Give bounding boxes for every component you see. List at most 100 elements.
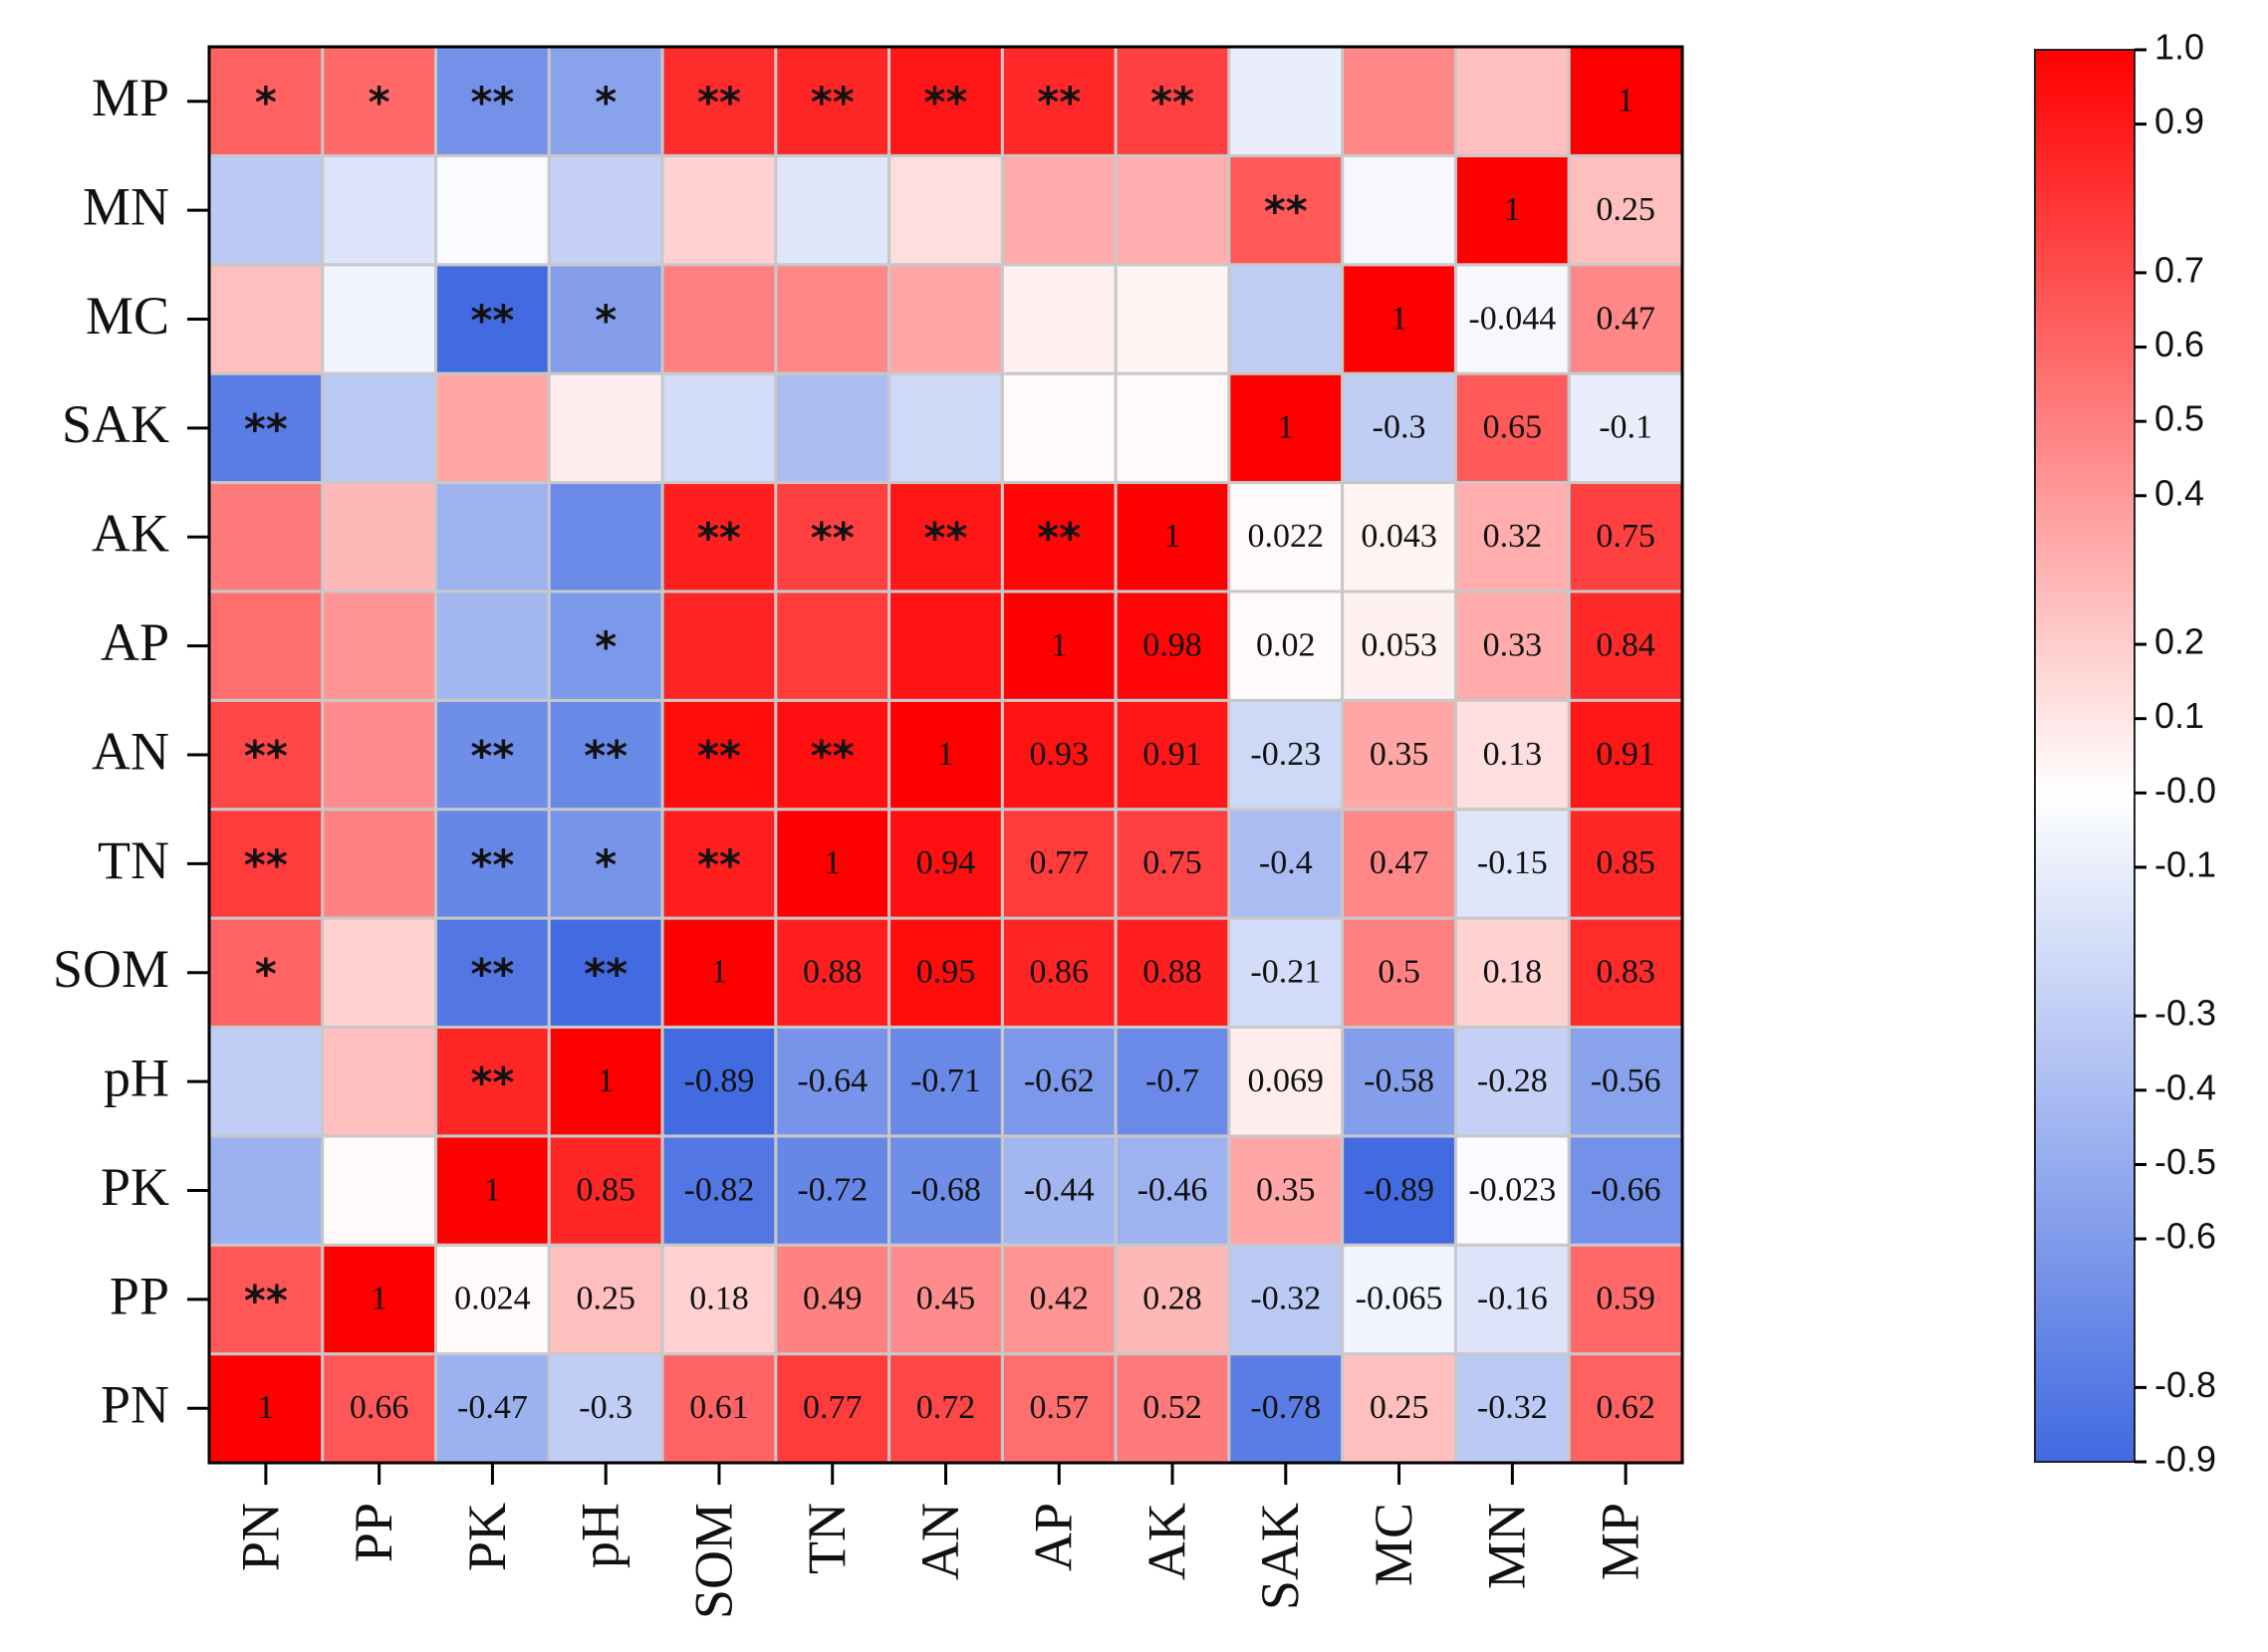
heatmap-cell-SOM-MN: [1453, 916, 1571, 1029]
heatmap-cell-SOM-SAK: [1227, 916, 1345, 1029]
cell-label-PN-AP: 0.57: [1030, 1389, 1090, 1426]
cell-label-PP-AK: 0.28: [1142, 1281, 1202, 1317]
heatmap-cell-AK-PN: [207, 481, 325, 593]
cell-label-PP-MP: 0.59: [1596, 1281, 1655, 1317]
heatmap-cell-AN-MP: [1567, 698, 1684, 812]
cell-label-PN-AK: 0.52: [1142, 1389, 1202, 1426]
heatmap-cell-PK-MN: [1453, 1134, 1571, 1247]
x-tick-label-TN: TN: [797, 1503, 857, 1574]
colorbar-tick-label: 0.6: [2154, 324, 2204, 364]
colorbar-tick-label: 1.0: [2154, 27, 2204, 68]
colorbar-tick-label: -0.1: [2154, 843, 2216, 884]
cell-label-AN-AN: 1: [937, 736, 954, 773]
y-tick-label-SAK: SAK: [62, 394, 169, 454]
cell-label-SOM-MP: 0.83: [1596, 954, 1655, 991]
cell-label-pH-SOM: -0.89: [684, 1062, 755, 1099]
heatmap-cell-SAK-MP: [1567, 371, 1684, 485]
cell-label-TN-PN: **: [244, 840, 288, 889]
y-tick-label-AP: AP: [101, 612, 169, 672]
heatmap-cell-PP-AN: [887, 1243, 1004, 1356]
cell-label-TN-AN: 0.94: [916, 844, 976, 881]
cell-label-SOM-MN: 0.18: [1483, 954, 1543, 991]
heatmap-cell-SOM-AN: [887, 916, 1004, 1029]
cell-label-AN-MP: 0.91: [1596, 736, 1655, 773]
cell-label-MP-PP: *: [369, 78, 390, 126]
heatmap-cell-SAK-AK: [1114, 371, 1231, 485]
cell-label-PP-SOM: 0.18: [689, 1281, 749, 1317]
heatmap-cell-SAK-pH: [547, 371, 664, 485]
heatmap-cell-PK-MC: [1341, 1134, 1457, 1247]
heatmap-cell-MC-SAK: [1227, 263, 1345, 375]
colorbar-tick-label: 0.4: [2154, 472, 2204, 513]
cell-label-PP-MC: -0.065: [1356, 1281, 1443, 1317]
heatmap-cell-TN-SAK: [1227, 808, 1345, 920]
cell-label-SOM-MC: 0.5: [1378, 954, 1420, 991]
cell-label-AN-SOM: **: [697, 732, 741, 781]
x-tick-label-AN: AN: [910, 1503, 970, 1580]
cell-label-PP-pH: 0.25: [576, 1281, 635, 1317]
heatmap-cell-MP-AP: [1000, 45, 1118, 157]
cell-label-pH-MC: -0.58: [1364, 1062, 1434, 1099]
heatmap-cell-PN-AP: [1000, 1352, 1118, 1465]
cell-label-PK-PK: 1: [484, 1171, 501, 1208]
heatmap-cell-AK-AP: [1000, 481, 1118, 593]
heatmap-cell-PP-SAK: [1227, 1243, 1345, 1356]
cell-label-SOM-pH: **: [584, 949, 628, 998]
cell-label-MC-MC: 1: [1390, 300, 1407, 337]
colorbar: 1.0 0.9 0.7 0.6 0.5 0.4 0.2 0.1 -0.0 -0.1 -0.3 -0.4…: [2034, 27, 2216, 1480]
heatmap-cell-MC-TN: [774, 263, 891, 375]
heatmap-cell-SOM-AP: [1000, 916, 1118, 1029]
heatmap-cell-TN-PK: [434, 808, 551, 920]
cell-label-SOM-TN: 0.88: [803, 954, 863, 991]
cell-label-SAK-MN: 0.65: [1483, 409, 1543, 446]
heatmap-cell-AN-PK: [434, 698, 551, 812]
y-tick-label-MN: MN: [83, 176, 169, 236]
x-tick-label-PN: PN: [230, 1503, 290, 1571]
heatmap-cell-TN-PP: [321, 808, 438, 920]
cell-label-PN-MP: 0.62: [1596, 1389, 1655, 1426]
cell-label-pH-AK: -0.7: [1145, 1062, 1199, 1099]
heatmap-cell-AK-TN: [774, 481, 891, 593]
heatmap-cell-pH-TN: [774, 1025, 891, 1138]
y-tick-label-AK: AK: [92, 504, 169, 564]
cell-label-pH-SAK: 0.069: [1248, 1062, 1325, 1099]
cell-label-PK-AK: -0.46: [1137, 1171, 1208, 1208]
heatmap-cell-AP-pH: [547, 590, 664, 702]
heatmap-cell-AP-TN: [774, 590, 891, 702]
cell-label-MP-MP: 1: [1618, 82, 1635, 118]
heatmap-cell-PK-PK: [434, 1134, 551, 1247]
cell-label-PP-TN: 0.49: [803, 1281, 863, 1317]
heatmap-cell-PK-SOM: [660, 1134, 778, 1247]
cell-label-PN-pH: -0.3: [579, 1389, 632, 1426]
heatmap-cell-SAK-MN: [1453, 371, 1571, 485]
cell-label-AP-AK: 0.98: [1142, 626, 1202, 663]
cell-label-MC-MP: 0.47: [1596, 300, 1655, 337]
cell-label-AK-MP: 0.75: [1596, 518, 1655, 555]
heatmap-cell-PP-SOM: [660, 1243, 778, 1356]
heatmap-cell-pH-MN: [1453, 1025, 1571, 1138]
colorbar-gradient: [2035, 50, 2135, 1462]
colorbar-tick-label: -0.3: [2154, 993, 2216, 1034]
heatmap-cell-AK-MN: [1453, 481, 1571, 593]
cell-label-MP-pH: *: [595, 78, 617, 126]
cell-label-AK-MN: 0.32: [1483, 518, 1543, 555]
heatmap-cell-AN-SAK: [1227, 698, 1345, 812]
x-tick-label-AK: AK: [1136, 1503, 1196, 1580]
y-tick-label-MP: MP: [92, 68, 169, 127]
heatmap-cell-MP-AK: [1114, 45, 1231, 157]
x-axis: PN PP PK pH SOM TN AN AP AK SAK MC MN MP: [230, 1463, 1650, 1619]
y-axis: PN PP PK pH SOM TN AN AP AK SAK MC MN MP: [53, 68, 209, 1435]
heatmap-cell-MN-PN: [207, 153, 325, 267]
cell-label-PN-SAK: -0.78: [1250, 1389, 1321, 1426]
cell-label-TN-AP: 0.77: [1030, 844, 1090, 881]
y-tick-label-MC: MC: [86, 286, 169, 346]
cell-label-PP-PN: **: [244, 1276, 288, 1324]
cell-label-AP-MN: 0.33: [1483, 626, 1543, 663]
heatmap-cell-AP-AP: [1000, 590, 1118, 702]
heatmap-cell-PK-PN: [207, 1134, 325, 1247]
heatmap-cell-AK-SAK: [1227, 481, 1345, 593]
cell-label-AK-AN: **: [924, 514, 968, 563]
heatmap-cell-SOM-PN: [207, 916, 325, 1029]
heatmap-cell-SAK-MC: [1341, 371, 1457, 485]
cell-label-pH-MP: -0.56: [1591, 1062, 1661, 1099]
